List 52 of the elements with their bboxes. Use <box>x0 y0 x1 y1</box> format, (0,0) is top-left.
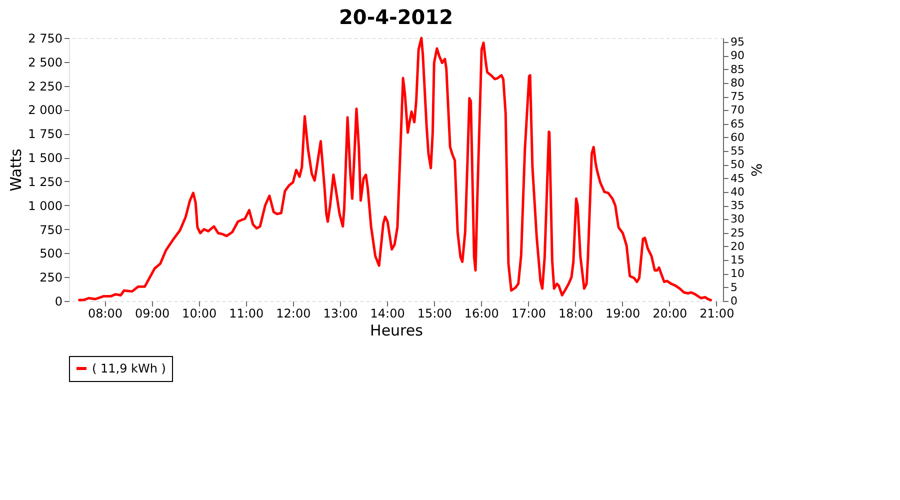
y2-tick-label: 80 <box>730 76 744 90</box>
y-tick-label: 2 750 <box>28 32 62 46</box>
y2-tick-label: 85 <box>730 62 744 76</box>
y-tick-label: 250 <box>40 270 62 285</box>
y-tick-label: 2 250 <box>28 79 62 94</box>
y2-tick-label: 45 <box>730 172 744 185</box>
y-tick-label: 1 000 <box>28 198 62 213</box>
y-tick-label: 2 500 <box>28 55 62 70</box>
x-tick-label: 09:00 <box>135 306 170 320</box>
legend-label: ( 11,9 kWh ) <box>92 362 166 376</box>
y2-axis-title: % <box>747 163 764 177</box>
x-tick-label: 12:00 <box>276 306 311 320</box>
x-axis-title: Heures <box>370 322 424 340</box>
x-tick-label: 17:00 <box>511 306 546 320</box>
y-tick-label: 1 750 <box>28 127 62 142</box>
y2-tick-label: 60 <box>730 130 744 144</box>
y-tick-label: 750 <box>40 222 62 237</box>
line-series <box>78 36 712 302</box>
x-tick-label: 10:00 <box>182 306 217 320</box>
x-tick-label: 08:00 <box>88 306 123 320</box>
y2-tick-label: 65 <box>730 117 744 130</box>
y2-tick-label: 0 <box>730 294 738 308</box>
y2-tick-label: 50 <box>730 158 744 172</box>
y-tick-label: 1 250 <box>28 174 62 189</box>
y2-tick-label: 95 <box>730 36 744 49</box>
x-tick-label: 15:00 <box>417 306 452 320</box>
y2-tick-label: 10 <box>730 267 744 280</box>
y-tick-label: 1 500 <box>28 151 62 166</box>
x-tick-label: 18:00 <box>558 306 594 320</box>
x-tick-label: 19:00 <box>606 306 640 320</box>
y2-tick-label: 75 <box>730 90 744 104</box>
y2-tick-label: 55 <box>730 144 744 158</box>
x-tick-label: 16:00 <box>464 306 499 320</box>
y2-tick-label: 35 <box>730 199 744 212</box>
y-tick-label: 500 <box>40 246 62 261</box>
x-tick-label: 14:00 <box>370 306 405 320</box>
y2-tick-label: 20 <box>730 240 744 253</box>
y-tick-label: 0 <box>54 294 62 308</box>
y2-tick-label: 30 <box>730 212 744 226</box>
y-tick-label: 2 000 <box>28 103 62 118</box>
x-tick-label: 11:00 <box>229 306 264 320</box>
y-axis-title: Watts <box>7 148 26 192</box>
x-tick-label: 21:00 <box>700 306 734 320</box>
chart-title: 20-4-2012 <box>338 5 454 29</box>
y2-tick-label: 25 <box>730 226 744 240</box>
x-tick-label: 13:00 <box>323 306 358 320</box>
y2-tick-label: 40 <box>730 185 744 198</box>
y2-tick-label: 5 <box>730 280 738 294</box>
y2-tick-label: 70 <box>730 104 744 117</box>
y2-tick-label: 15 <box>730 254 744 267</box>
x-tick-label: 20:00 <box>652 306 688 320</box>
y2-tick-label: 90 <box>730 49 744 62</box>
